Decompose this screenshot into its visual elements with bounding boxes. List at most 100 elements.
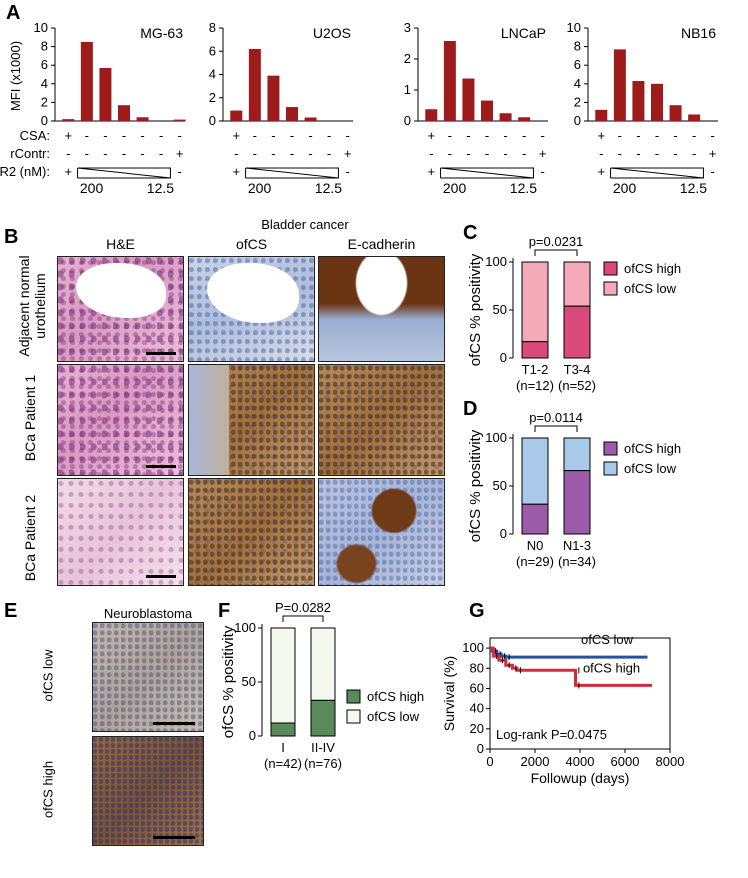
bar [230,110,243,121]
bar-segment-low [563,261,591,307]
bar [118,105,130,121]
bar [499,113,512,121]
bar-segment-low [563,437,591,472]
y-tick-label: 20 [470,721,484,736]
treatment-sign: - [122,128,126,143]
treatment-sign: - [290,146,294,161]
category-n-label: (n=29) [516,554,554,569]
treatment-sign: - [159,146,163,161]
bar [267,75,280,121]
row-label: rContr: [10,146,50,161]
y-tick-label: 2 [404,51,411,66]
legend-swatch-low [603,461,618,476]
treatment-sign: - [253,128,257,143]
y-tick-label: 0 [500,526,507,541]
scale-bar [153,722,195,725]
treatment-sign: - [308,146,312,161]
legend-swatch-low [346,709,361,724]
legend-label-high: ofCS high [624,441,681,456]
micrograph-neuroblastoma-low [92,622,204,732]
y-tick-label: 100 [234,620,256,635]
bar [304,117,317,121]
legend-swatch-high [603,261,618,276]
treatment-sign: - [346,128,350,143]
treatment-sign: - [655,128,659,143]
treatment-sign: - [103,146,107,161]
treatment-sign: + [597,128,605,143]
panel-label-f: F [218,600,231,622]
treatment-sign: - [636,146,640,161]
treatment-sign: - [599,146,603,161]
treatment-sign: + [427,164,435,179]
category-label: I [281,740,285,755]
y-tick-label: 2 [209,90,216,105]
bar-segment-high [270,722,296,737]
treatment-sign: - [234,146,238,161]
bar-segment-low [521,261,549,343]
bar [286,107,298,121]
y-tick-label: 6 [209,43,216,58]
treatment-sign: - [485,146,489,161]
bar-segment-high [563,305,591,359]
bar-segment-low [270,627,296,724]
legend-swatch-low [603,281,618,296]
panel-label-b: B [4,226,19,248]
micrograph-ofcs-normal [188,256,315,362]
bar [688,114,701,121]
panel-label-e: E [4,600,18,622]
panel-label-d: D [463,398,478,420]
treatment-sign: - [178,128,182,143]
treatment-sign: - [485,128,489,143]
treatment-sign: - [466,146,470,161]
micrograph-ecad-normal [318,256,445,362]
treatment-sign: + [597,164,605,179]
y-tick-label: 6 [574,57,581,72]
treatment-sign: + [427,128,435,143]
category-label: II-IV [311,740,335,755]
bar [443,41,456,121]
micrograph-he-patient2 [57,478,184,586]
y-tick-label: 3 [404,20,411,35]
category-n-label: (n=42) [264,756,302,771]
concentration-wedge [610,167,704,179]
treatment-sign: - [159,128,163,143]
y-tick-label: 2 [574,94,581,109]
category-n-label: (n=76) [304,756,342,771]
panel-b-col-he: H&E [106,236,135,252]
treatment-sign: - [673,146,677,161]
y-tick-label: 0 [404,113,411,128]
conc-label-high: 200 [80,180,104,196]
treatment-sign: - [636,128,640,143]
treatment-sign: - [253,146,257,161]
micrograph-ecad-patient1 [318,364,445,476]
concentration-wedge [77,167,171,179]
treatment-sign: - [85,128,89,143]
significance-bracket [534,249,578,256]
treatment-sign: - [711,164,715,179]
category-label: T3-4 [564,362,591,377]
bar [632,81,645,121]
legend-swatch-high [603,441,618,456]
survival-curve-low [490,646,648,659]
bar-segment-low [521,437,549,505]
row-label: CSA: [20,128,50,143]
bar-segment-high [521,341,549,359]
y-tick-label: 0 [209,113,216,128]
y-tick-label: 4 [574,76,581,91]
treatment-sign: - [466,128,470,143]
treatment-sign: - [271,128,275,143]
bar [173,119,186,121]
y-axis-label: ofCS % positivity [220,625,237,738]
micrograph-neuroblastoma-high [92,736,204,846]
y-tick-label: 10 [567,20,581,35]
scale-bar [146,465,176,468]
legend-label-high: ofCS high [624,261,681,276]
treatment-sign: - [522,146,526,161]
y-tick-label: 100 [485,254,507,269]
y-tick-label: 50 [493,478,507,493]
concentration-wedge [245,167,339,179]
treatment-sign: - [66,146,70,161]
panel-e-title: Neuroblastoma [103,606,193,621]
treatment-sign: + [64,164,72,179]
